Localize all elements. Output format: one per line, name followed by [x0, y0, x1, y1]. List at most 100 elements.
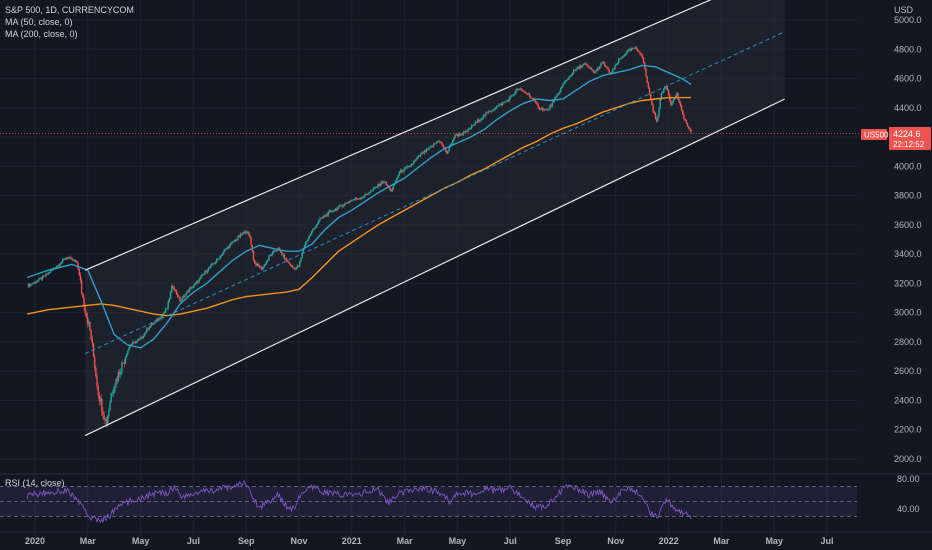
- candle: [648, 86, 651, 96]
- ma200-legend[interactable]: MA (200, close, 0): [5, 29, 78, 39]
- candle: [485, 110, 487, 118]
- candle: [33, 281, 35, 285]
- candle: [655, 117, 658, 123]
- y-tick-label: 2000.0: [894, 454, 922, 464]
- channel-upper-line[interactable]: [84, 0, 721, 271]
- candle: [74, 259, 77, 263]
- candle: [516, 87, 518, 93]
- price-tag-countdown: 22:12:52: [893, 140, 925, 149]
- candle: [89, 321, 91, 332]
- candle: [653, 110, 655, 115]
- candle: [85, 310, 88, 319]
- candle: [489, 110, 492, 113]
- candle: [424, 149, 427, 153]
- candle: [569, 74, 571, 78]
- channel-mid-line[interactable]: [84, 31, 785, 355]
- candle: [507, 98, 510, 103]
- y-tick-label: 2200.0: [894, 425, 922, 435]
- y-tick-label: 4600.0: [894, 74, 922, 84]
- candle: [396, 177, 398, 182]
- candle: [341, 204, 344, 209]
- candle: [354, 196, 357, 201]
- candle: [294, 267, 296, 271]
- candle: [404, 166, 407, 170]
- y-tick-label: 5000.0: [894, 15, 922, 25]
- candle: [39, 276, 41, 280]
- candle: [197, 280, 199, 284]
- candle: [634, 46, 637, 50]
- y-tick-label: 4800.0: [894, 44, 922, 54]
- price-tag: US500 4224.6 22:12:52: [861, 127, 931, 150]
- candle: [122, 361, 124, 364]
- candle: [262, 266, 264, 271]
- candle: [620, 57, 622, 60]
- candle: [296, 264, 299, 269]
- rsi-legend[interactable]: RSI (14, close): [5, 478, 65, 488]
- candle: [436, 140, 439, 144]
- candle: [284, 257, 287, 261]
- x-tick-label: Mar: [397, 536, 414, 546]
- candle: [438, 140, 441, 144]
- candle: [390, 189, 392, 193]
- candle: [369, 191, 371, 195]
- candle: [154, 320, 156, 324]
- channel-lower-line[interactable]: [84, 98, 786, 437]
- candle: [165, 307, 167, 314]
- candle: [629, 48, 632, 52]
- candle: [606, 65, 608, 70]
- ma200-line: [26, 96, 691, 317]
- candle: [140, 335, 142, 341]
- candle: [344, 202, 346, 207]
- candle: [281, 251, 283, 257]
- candle: [470, 123, 473, 130]
- candle: [167, 299, 169, 311]
- time-axis[interactable]: 2020 Mar May Jul Sep Nov 2021 Mar May Jul Sep Nov 20…: [0, 531, 932, 546]
- candle: [503, 101, 505, 104]
- candle: [602, 61, 605, 64]
- currency-label: USD: [894, 5, 914, 15]
- candle: [562, 82, 564, 88]
- candle: [29, 283, 32, 288]
- candle: [124, 355, 127, 365]
- candle: [466, 130, 468, 133]
- candle: [267, 258, 269, 263]
- candle: [402, 169, 404, 174]
- candle: [447, 150, 449, 155]
- candle: [441, 141, 443, 146]
- candle: [155, 317, 158, 323]
- candle: [47, 271, 50, 276]
- candle: [661, 91, 664, 94]
- candle: [141, 335, 143, 340]
- regression-channel[interactable]: [84, 0, 786, 437]
- candle: [220, 253, 223, 258]
- candle: [101, 394, 103, 416]
- x-tick-label: Sep: [555, 536, 572, 546]
- candle: [626, 49, 628, 55]
- candle: [86, 312, 89, 328]
- candle: [211, 262, 213, 267]
- candle: [657, 114, 659, 123]
- candle: [493, 107, 495, 112]
- candle: [61, 257, 64, 264]
- candle: [462, 130, 465, 137]
- candle: [305, 241, 307, 247]
- moving-averages: [26, 64, 692, 349]
- candle: [199, 275, 201, 281]
- candle: [583, 62, 586, 66]
- candle: [180, 299, 182, 303]
- candle: [295, 266, 297, 270]
- candle: [468, 127, 471, 130]
- candle: [237, 234, 239, 241]
- candle: [378, 182, 380, 188]
- candle: [406, 164, 409, 169]
- candle: [614, 63, 616, 71]
- candle: [217, 258, 219, 260]
- candle: [523, 90, 525, 93]
- ma50-legend[interactable]: MA (50, close, 0): [5, 17, 73, 27]
- candle: [540, 106, 543, 111]
- candle: [229, 243, 231, 249]
- candle: [249, 234, 251, 239]
- candle: [181, 295, 184, 302]
- candle: [383, 181, 385, 184]
